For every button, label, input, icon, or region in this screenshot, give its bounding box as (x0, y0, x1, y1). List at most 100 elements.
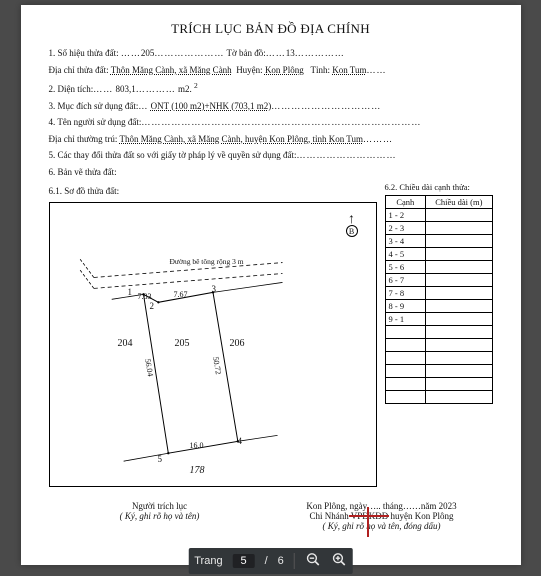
north-indicator: ↑ B (346, 215, 358, 238)
length-cell (426, 248, 492, 261)
table-row: 2 - 3 (385, 222, 492, 235)
edge-cell: 4 - 5 (385, 248, 426, 261)
length-cell (426, 222, 492, 235)
huyen-value: Kon Plông (265, 65, 304, 75)
parcel-178: 178 (190, 465, 205, 476)
edge-cell: 9 - 1 (385, 313, 426, 326)
zoom-out-icon[interactable] (305, 552, 321, 570)
document-page: TRÍCH LỤC BẢN ĐỒ ĐỊA CHÍNH 1. Số hiệu th… (21, 5, 521, 565)
label: Địa chỉ thường trú: (49, 134, 118, 144)
field-muc-dich: 3. Mục đích sử dụng đất:… ONT (100 m2)+N… (49, 100, 493, 114)
page-current-input[interactable]: 5 (233, 554, 255, 568)
edge-cell: 6 - 7 (385, 274, 426, 287)
table-row (385, 326, 492, 339)
length-cell (426, 352, 492, 365)
edge-cell (385, 391, 426, 404)
edge-cell (385, 365, 426, 378)
length-cell (426, 287, 492, 300)
edges-table: Cạnh Chiều dài (m) 1 - 22 - 33 - 44 - 55… (385, 195, 493, 404)
edge-cell (385, 352, 426, 365)
table-row (385, 391, 492, 404)
node-4: 4 (238, 436, 243, 446)
label: 3. Mục đích sử dụng đất: (49, 101, 139, 111)
tinh-value: Kon Tum (332, 65, 366, 75)
label: 2. Diện tích: (49, 84, 94, 94)
length-cell (426, 261, 492, 274)
dim-1: 7.83 (138, 292, 152, 301)
table-row: 9 - 1 (385, 313, 492, 326)
length-cell (426, 235, 492, 248)
length-cell (426, 365, 492, 378)
length-cell (426, 391, 492, 404)
sig-right-note: ( Ký, ghi rõ họ và tên, đóng dấu) (323, 521, 441, 531)
edge-cell: 8 - 9 (385, 300, 426, 313)
table-row: 1 - 2 (385, 209, 492, 222)
length-cell (426, 326, 492, 339)
sig-date: Kon Plông, ngày….. tháng……năm 2023 (271, 501, 493, 511)
pdf-toolbar: Trang 5 / 6 (188, 548, 353, 574)
unit: m2. (178, 84, 192, 94)
table-row: 5 - 6 (385, 261, 492, 274)
edge-cell: 1 - 2 (385, 209, 426, 222)
table-row (385, 339, 492, 352)
edge-cell: 2 - 3 (385, 222, 426, 235)
dia-chi-value: Thôn Măng Cành, xã Măng Cành (111, 65, 232, 75)
thuong-tru-value: Thôn Măng Cành, xã Măng Cành, huyện Kon … (119, 134, 363, 144)
node-1: 1 (128, 287, 133, 297)
sup: 2 (194, 81, 198, 90)
parcel-205: 205 (175, 338, 190, 349)
field-thay-doi: 5. Các thay đổi thửa đất so với giấy tờ … (49, 149, 493, 163)
label: Tỉnh: (310, 65, 330, 75)
node-2: 2 (150, 301, 155, 311)
table-row (385, 365, 492, 378)
signature-row: Người trích lục ( Ký, ghi rõ họ và tên) … (49, 501, 493, 531)
label: 6.1. Sơ đồ thửa đất: (49, 186, 120, 196)
table-row: 3 - 4 (385, 235, 492, 248)
length-cell (426, 339, 492, 352)
map-svg (50, 203, 376, 486)
page-title: TRÍCH LỤC BẢN ĐỒ ĐỊA CHÍNH (49, 21, 493, 37)
table-row: 8 - 9 (385, 300, 492, 313)
label: 5. Các thay đổi thửa đất so với giấy tờ … (49, 150, 297, 160)
length-cell (426, 300, 492, 313)
parcel-206: 206 (230, 338, 245, 349)
sig-left-title: Người trích lục (49, 501, 271, 511)
road-label: Đường bê tông rộng 3 m (170, 257, 244, 266)
zoom-in-icon[interactable] (331, 552, 347, 570)
table-row: 6 - 7 (385, 274, 492, 287)
stamp-mark (367, 507, 369, 537)
length-cell (426, 209, 492, 222)
page-label: Trang (194, 555, 222, 567)
node-5: 5 (158, 454, 163, 464)
parcel-204: 204 (118, 338, 133, 349)
table-row (385, 352, 492, 365)
th-chieudai: Chiều dài (m) (426, 196, 492, 209)
so-hieu-value: 205 (141, 48, 155, 58)
label: Huyện: (236, 65, 263, 75)
edge-cell: 7 - 8 (385, 287, 426, 300)
length-cell (426, 313, 492, 326)
dim-5: 16.0 (190, 441, 204, 450)
edge-cell (385, 326, 426, 339)
label: 6.2. Chiều dài cạnh thửa: (385, 182, 493, 192)
edge-cell (385, 378, 426, 391)
length-cell (426, 274, 492, 287)
field-so-hieu: 1. Số hiệu thửa đất: ……205………………… Tờ bản… (49, 47, 493, 61)
node-3: 3 (212, 284, 217, 294)
field-thuong-tru: Địa chỉ thường trú: Thôn Măng Cành, xã M… (49, 133, 493, 147)
label: Tờ bản đồ: (226, 48, 265, 58)
sig-left-note: ( Ký, ghi rõ họ và tên) (120, 511, 200, 521)
toolbar-sep (294, 553, 295, 569)
field-ban-ve: 6. Bản vẽ thửa đất: (49, 166, 493, 180)
edge-cell: 5 - 6 (385, 261, 426, 274)
field-dia-chi: Địa chỉ thửa đất: Thôn Măng Cành, xã Măn… (49, 64, 493, 78)
edge-cell: 3 - 4 (385, 235, 426, 248)
dien-tich-value: 803,1 (116, 84, 136, 94)
field-ten-nguoi: 4. Tên người sử dụng đất:………………………………………… (49, 116, 493, 130)
table-row (385, 378, 492, 391)
label: 6. Bản vẽ thửa đất: (49, 167, 117, 177)
north-letter: B (346, 225, 358, 237)
dim-2: 7.67 (174, 290, 188, 299)
north-arrow-icon: ↑ (346, 215, 358, 225)
label: Địa chỉ thửa đất: (49, 65, 109, 75)
